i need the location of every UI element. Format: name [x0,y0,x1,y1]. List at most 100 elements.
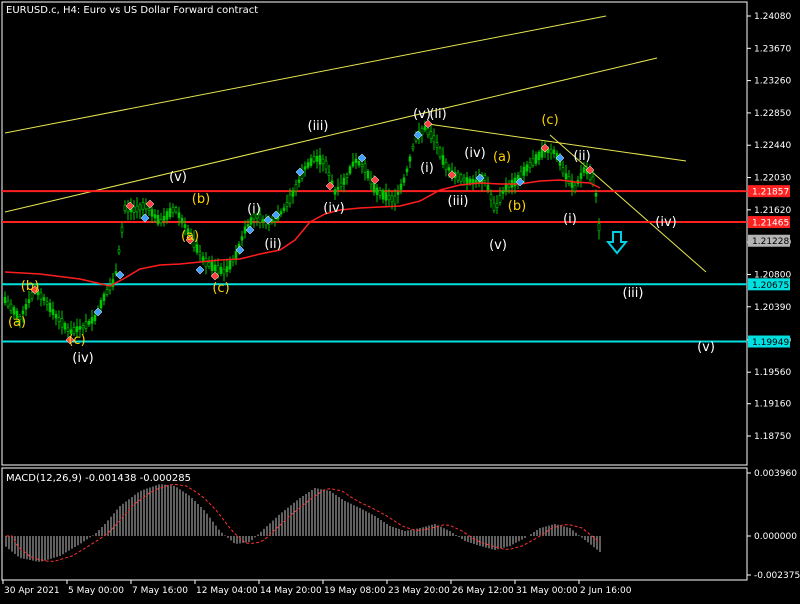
wave-label: (b) [21,279,39,294]
price-tags: 1.21857 1.21465 1.21228 1.20675 1.19949 [748,185,790,348]
candle-body [312,156,316,162]
candle-body [45,301,49,305]
time-tick-label: 12 May 04:00 [196,586,258,596]
channel-lower-trendline[interactable] [4,57,658,213]
candle-body [495,203,499,208]
candle-body [438,147,442,158]
candle-body [168,208,172,218]
wave-label: (i) [247,202,261,217]
candle-body [309,158,313,166]
time-tick-label: 2 Jun 16:00 [580,586,632,596]
candle-body [303,166,307,170]
candle-body [549,149,553,154]
candle-body [87,320,91,325]
candle-body [63,323,67,330]
candle-body [30,292,34,299]
candle-body [384,192,388,201]
wave-label: (v) [489,238,507,253]
candle-body [423,125,427,131]
candle-body [117,249,121,254]
wave-label: (v) [697,340,715,355]
candle-body [174,207,178,213]
price-tag-support-2 [748,335,790,348]
candle-body [291,190,295,197]
fractal-marker [185,235,195,245]
price-tag-label: 1.21465 [752,219,789,229]
candle-body [435,142,439,148]
candle-body [318,155,322,165]
price-tick-label: 1.19160 [754,400,791,410]
candle-body [561,167,565,174]
candle-body [102,293,106,301]
fractal-marker [555,153,565,163]
candle-body [441,155,445,165]
candle-body [372,183,376,193]
candle-body [207,262,211,267]
channel-upper-trendline[interactable] [4,15,607,134]
candle-body [234,251,238,260]
candle-body [411,146,415,150]
candle-body [399,183,403,190]
candle-body [459,174,463,182]
candle-body [420,128,424,136]
candle-body [204,258,208,268]
candle-body [150,209,154,217]
macd-indicator: 0.003960 0.000000 -0.002375 [5,469,800,581]
candle-body [192,238,196,248]
candle-body [15,310,19,319]
candle-body [567,176,571,184]
wave-label: (iv) [464,146,485,161]
price-tag-label: 1.19949 [752,338,789,348]
time-axis[interactable]: 30 Apr 2021 5 May 00:00 7 May 16:00 12 May … [2,580,632,596]
candle-body [573,184,577,192]
candle-body [144,203,148,210]
candle-body [396,191,400,195]
candle-body [579,172,583,180]
macd-tick-label: 0.003960 [754,469,797,479]
projection-trendline[interactable] [549,134,707,273]
wave-label: (i) [563,212,577,227]
fractal-marker [540,143,550,153]
candle-body [366,170,370,179]
price-tag-current-price [748,234,790,247]
candle-body [66,327,70,332]
candle-body [246,224,250,227]
candle-body [339,182,343,187]
candle-body [180,217,184,224]
fractal-marker [585,165,595,175]
fractal-marker [235,245,245,255]
candle-body [342,177,346,185]
wave-label: (ii) [573,149,590,164]
candle-body [255,214,259,219]
candle-body [3,296,7,304]
candle-body [327,172,331,176]
candle-body [345,174,349,178]
triangle-upper-trendline[interactable] [427,123,687,162]
candle-body [390,195,394,203]
candle-body [147,208,151,212]
candle-body [501,191,505,194]
candle-body [582,167,586,173]
wave-label: (iii) [448,194,469,209]
price-tick-label: 1.23670 [754,44,791,54]
candle-body [444,161,448,171]
candle-body [24,304,28,310]
wave-label: (v) [169,170,187,185]
time-tick-label: 5 May 00:00 [68,586,124,596]
wave-label: (iv) [655,215,676,230]
candle-body [387,195,391,201]
trendline-group[interactable] [4,15,707,273]
candle-body [429,131,433,139]
fractal-marker [30,285,40,295]
candle-body [213,264,217,272]
price-tag-label: 1.21228 [752,237,789,247]
candle-body [159,219,163,224]
candle-body [351,161,355,167]
candle-body [594,193,598,197]
time-tick-label: 23 May 20:00 [388,586,450,596]
candle-body [75,326,79,333]
fractal-marker [245,225,255,235]
